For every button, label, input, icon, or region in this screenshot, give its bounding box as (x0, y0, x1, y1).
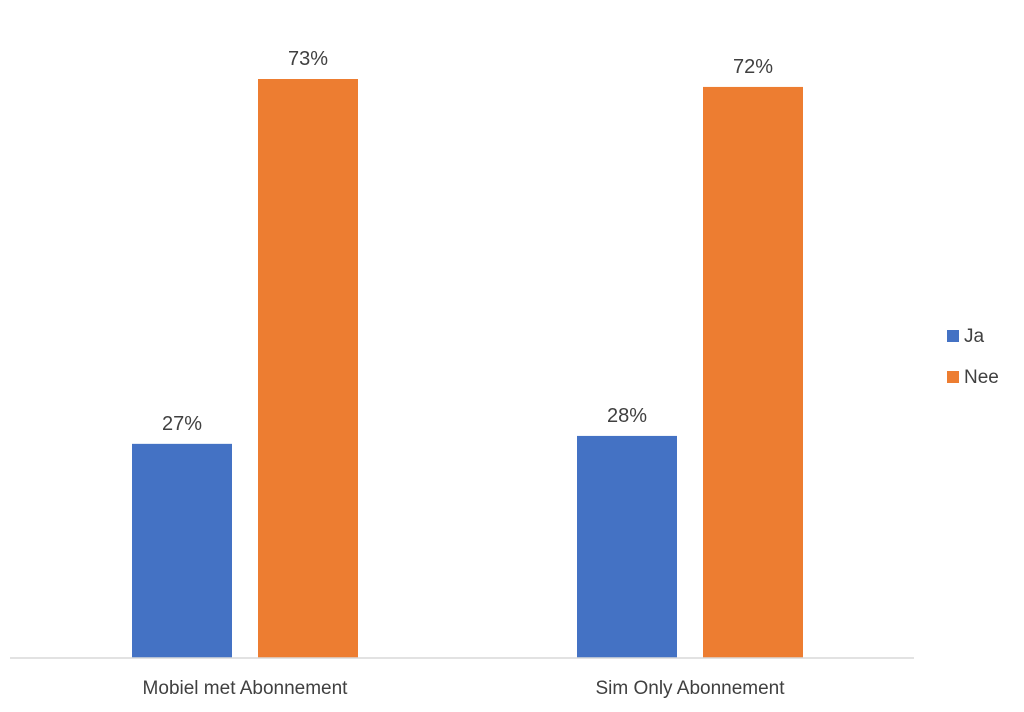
bar-nee-2 (703, 86, 803, 658)
plot-area: 27% 73% 28% 72% (132, 48, 803, 658)
legend-label-nee: Nee (964, 367, 999, 388)
legend-swatch-nee (947, 371, 959, 383)
category-label-1: Mobiel met Abonnement (143, 678, 349, 699)
legend: Ja Nee (947, 326, 999, 388)
legend-swatch-ja (947, 330, 959, 342)
category-label-2: Sim Only Abonnement (595, 678, 785, 699)
category-axis: Mobiel met Abonnement Sim Only Abonnement (143, 678, 786, 699)
legend-label-ja: Ja (964, 326, 985, 347)
data-label-nee-2: 72% (733, 56, 773, 78)
bar-ja-1 (132, 443, 232, 658)
data-label-nee-1: 73% (288, 48, 328, 70)
bar-nee-1 (258, 79, 358, 658)
data-label-ja-2: 28% (607, 405, 647, 427)
bar-ja-2 (577, 435, 677, 658)
data-label-ja-1: 27% (162, 413, 202, 435)
